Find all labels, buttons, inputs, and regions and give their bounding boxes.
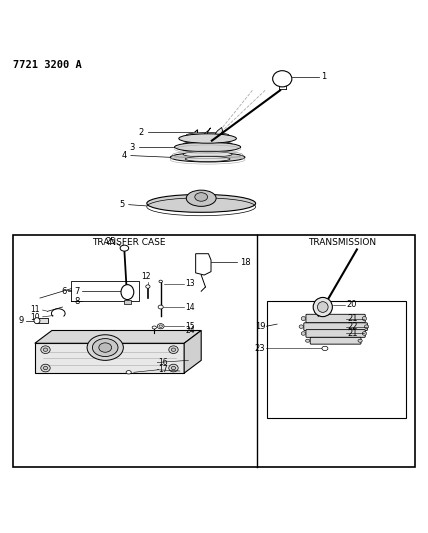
FancyBboxPatch shape [304,323,367,330]
Ellipse shape [313,297,333,317]
Text: 25: 25 [105,237,116,246]
Text: 10: 10 [30,313,40,322]
FancyBboxPatch shape [306,314,365,323]
Polygon shape [212,127,223,141]
Text: 2: 2 [138,127,144,136]
Text: 7721 3200 A: 7721 3200 A [14,60,82,70]
Text: 22: 22 [347,322,358,331]
Polygon shape [184,330,201,373]
Ellipse shape [159,280,162,282]
Bar [268,301,406,418]
Ellipse shape [175,142,241,152]
Ellipse shape [364,325,369,328]
Text: 23: 23 [255,344,265,353]
Text: 4: 4 [121,151,127,160]
Ellipse shape [273,71,292,87]
Text: 8: 8 [74,297,80,306]
Text: 24: 24 [185,326,195,335]
Ellipse shape [184,136,231,142]
Polygon shape [196,254,211,275]
Ellipse shape [92,338,118,357]
FancyBboxPatch shape [310,337,361,344]
Text: 13: 13 [185,279,195,288]
Ellipse shape [362,332,366,335]
Text: 19: 19 [255,322,265,330]
Text: 5: 5 [119,200,125,209]
Ellipse shape [43,348,48,351]
Polygon shape [199,128,211,141]
Ellipse shape [301,317,306,320]
Ellipse shape [99,343,112,352]
Text: 18: 18 [240,258,250,266]
Text: 6: 6 [62,287,67,296]
Ellipse shape [195,193,208,201]
Ellipse shape [299,325,303,328]
Ellipse shape [318,302,328,312]
Text: TRANSFER CASE: TRANSFER CASE [92,238,166,247]
Bar [124,300,131,304]
Ellipse shape [147,195,256,212]
Ellipse shape [41,346,50,353]
Text: 20: 20 [346,301,357,309]
Ellipse shape [171,348,175,351]
Ellipse shape [43,366,48,370]
Ellipse shape [41,364,50,372]
Ellipse shape [169,346,178,353]
Ellipse shape [157,324,164,329]
Ellipse shape [170,152,245,162]
Ellipse shape [185,156,230,161]
Text: 14: 14 [185,303,195,311]
Text: 16: 16 [158,358,168,367]
Text: 21: 21 [347,329,358,338]
Text: 9: 9 [19,316,24,325]
Bar [37,318,48,323]
Ellipse shape [186,190,216,206]
Ellipse shape [186,133,229,138]
Text: 11: 11 [30,305,40,313]
Ellipse shape [322,346,328,351]
Bar [14,235,414,467]
Ellipse shape [126,370,131,374]
Ellipse shape [183,151,232,157]
Text: 3: 3 [130,142,135,151]
Text: 15: 15 [185,322,195,330]
Ellipse shape [171,366,175,370]
Ellipse shape [301,332,306,335]
Ellipse shape [306,339,310,342]
Ellipse shape [152,326,156,329]
Text: 7: 7 [74,287,80,296]
Ellipse shape [120,245,129,251]
Ellipse shape [362,317,366,320]
Ellipse shape [179,134,236,143]
Text: 17: 17 [158,365,168,374]
Ellipse shape [183,141,232,147]
Ellipse shape [182,146,233,152]
Text: TRANSMISSION: TRANSMISSION [308,238,376,247]
Ellipse shape [121,285,134,300]
Ellipse shape [146,285,150,288]
Ellipse shape [158,305,163,309]
Text: 12: 12 [141,272,151,281]
Ellipse shape [169,364,178,372]
Polygon shape [35,330,201,343]
Bar [35,343,184,373]
Text: 1: 1 [321,72,326,81]
Text: 21: 21 [347,314,358,323]
Ellipse shape [34,318,40,324]
Ellipse shape [87,335,123,360]
Ellipse shape [358,339,362,342]
FancyBboxPatch shape [306,329,365,337]
Ellipse shape [159,325,162,327]
